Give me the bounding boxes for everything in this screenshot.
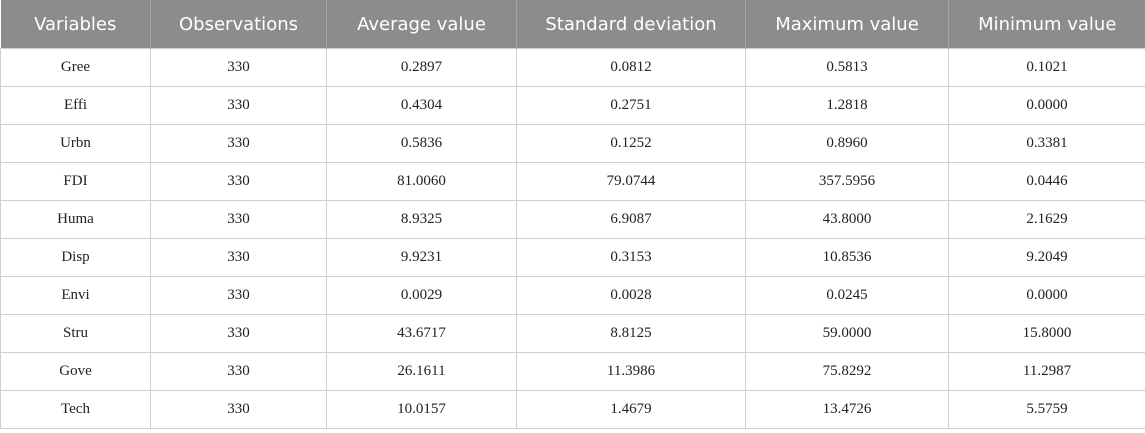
cell-maximum-value: 357.5956 bbox=[745, 162, 949, 201]
cell-average-value: 0.0029 bbox=[326, 276, 517, 315]
cell-observations: 330 bbox=[150, 238, 327, 277]
cell-observations: 330 bbox=[150, 352, 327, 391]
cell-average-value: 10.0157 bbox=[326, 390, 517, 429]
cell-standard-deviation: 0.1252 bbox=[516, 124, 746, 163]
cell-minimum-value: 0.3381 bbox=[948, 124, 1145, 163]
table-row: Tech 330 10.0157 1.4679 13.4726 5.5759 bbox=[0, 390, 1145, 429]
cell-observations: 330 bbox=[150, 200, 327, 239]
table-row: Huma 330 8.9325 6.9087 43.8000 2.1629 bbox=[0, 200, 1145, 239]
cell-variable: Huma bbox=[0, 200, 151, 239]
cell-observations: 330 bbox=[150, 86, 327, 125]
cell-standard-deviation: 6.9087 bbox=[516, 200, 746, 239]
cell-minimum-value: 5.5759 bbox=[948, 390, 1145, 429]
cell-maximum-value: 10.8536 bbox=[745, 238, 949, 277]
cell-average-value: 81.0060 bbox=[326, 162, 517, 201]
table-row: Gove 330 26.1611 11.3986 75.8292 11.2987 bbox=[0, 352, 1145, 391]
cell-standard-deviation: 0.3153 bbox=[516, 238, 746, 277]
cell-average-value: 0.4304 bbox=[326, 86, 517, 125]
table-body: Gree 330 0.2897 0.0812 0.5813 0.1021 Effi 330 0.… bbox=[0, 48, 1145, 429]
header-maximum-value: Maximum value bbox=[745, 0, 949, 49]
header-minimum-value: Minimum value bbox=[948, 0, 1145, 49]
cell-average-value: 0.5836 bbox=[326, 124, 517, 163]
cell-observations: 330 bbox=[150, 314, 327, 353]
cell-maximum-value: 0.0245 bbox=[745, 276, 949, 315]
cell-variable: Gove bbox=[0, 352, 151, 391]
header-variables: Variables bbox=[0, 0, 151, 49]
cell-variable: Tech bbox=[0, 390, 151, 429]
cell-standard-deviation: 0.0812 bbox=[516, 48, 746, 87]
cell-average-value: 43.6717 bbox=[326, 314, 517, 353]
cell-minimum-value: 2.1629 bbox=[948, 200, 1145, 239]
table-row: Gree 330 0.2897 0.0812 0.5813 0.1021 bbox=[0, 48, 1145, 87]
cell-minimum-value: 9.2049 bbox=[948, 238, 1145, 277]
cell-minimum-value: 0.1021 bbox=[948, 48, 1145, 87]
cell-minimum-value: 11.2987 bbox=[948, 352, 1145, 391]
cell-minimum-value: 0.0446 bbox=[948, 162, 1145, 201]
cell-average-value: 8.9325 bbox=[326, 200, 517, 239]
table-header-row: Variables Observations Average value Sta… bbox=[0, 0, 1145, 49]
cell-variable: Urbn bbox=[0, 124, 151, 163]
cell-observations: 330 bbox=[150, 276, 327, 315]
cell-maximum-value: 43.8000 bbox=[745, 200, 949, 239]
cell-standard-deviation: 79.0744 bbox=[516, 162, 746, 201]
table-row: FDI 330 81.0060 79.0744 357.5956 0.0446 bbox=[0, 162, 1145, 201]
table-row: Stru 330 43.6717 8.8125 59.0000 15.8000 bbox=[0, 314, 1145, 353]
cell-maximum-value: 0.8960 bbox=[745, 124, 949, 163]
header-average-value: Average value bbox=[326, 0, 517, 49]
table-row: Urbn 330 0.5836 0.1252 0.8960 0.3381 bbox=[0, 124, 1145, 163]
cell-maximum-value: 13.4726 bbox=[745, 390, 949, 429]
table-row: Envi 330 0.0029 0.0028 0.0245 0.0000 bbox=[0, 276, 1145, 315]
table-row: Effi 330 0.4304 0.2751 1.2818 0.0000 bbox=[0, 86, 1145, 125]
cell-variable: Envi bbox=[0, 276, 151, 315]
cell-maximum-value: 0.5813 bbox=[745, 48, 949, 87]
cell-average-value: 26.1611 bbox=[326, 352, 517, 391]
cell-minimum-value: 15.8000 bbox=[948, 314, 1145, 353]
cell-variable: Stru bbox=[0, 314, 151, 353]
cell-average-value: 9.9231 bbox=[326, 238, 517, 277]
header-standard-deviation: Standard deviation bbox=[516, 0, 746, 49]
cell-observations: 330 bbox=[150, 124, 327, 163]
cell-observations: 330 bbox=[150, 48, 327, 87]
cell-maximum-value: 1.2818 bbox=[745, 86, 949, 125]
cell-maximum-value: 59.0000 bbox=[745, 314, 949, 353]
cell-standard-deviation: 8.8125 bbox=[516, 314, 746, 353]
cell-variable: Gree bbox=[0, 48, 151, 87]
table-row: Disp 330 9.9231 0.3153 10.8536 9.2049 bbox=[0, 238, 1145, 277]
header-observations: Observations bbox=[150, 0, 327, 49]
cell-standard-deviation: 1.4679 bbox=[516, 390, 746, 429]
cell-observations: 330 bbox=[150, 162, 327, 201]
cell-minimum-value: 0.0000 bbox=[948, 276, 1145, 315]
cell-maximum-value: 75.8292 bbox=[745, 352, 949, 391]
cell-average-value: 0.2897 bbox=[326, 48, 517, 87]
cell-minimum-value: 0.0000 bbox=[948, 86, 1145, 125]
cell-observations: 330 bbox=[150, 390, 327, 429]
cell-standard-deviation: 0.0028 bbox=[516, 276, 746, 315]
cell-standard-deviation: 11.3986 bbox=[516, 352, 746, 391]
cell-variable: Effi bbox=[0, 86, 151, 125]
cell-variable: FDI bbox=[0, 162, 151, 201]
cell-standard-deviation: 0.2751 bbox=[516, 86, 746, 125]
cell-variable: Disp bbox=[0, 238, 151, 277]
